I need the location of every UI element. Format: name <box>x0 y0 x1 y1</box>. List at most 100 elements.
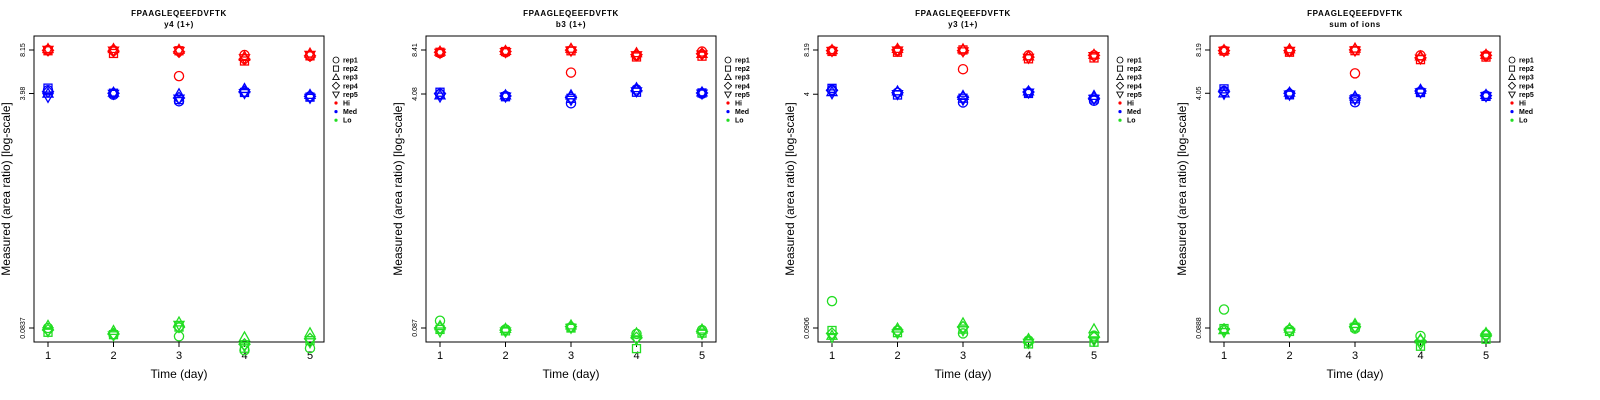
data-point-lo-rep5 <box>433 327 447 339</box>
x-axis-label: Time (day) <box>151 367 208 381</box>
legend-shape-rep4 <box>723 81 733 90</box>
data-point-med-rep5 <box>956 95 970 107</box>
legend-label: rep4 <box>343 83 358 90</box>
data-point-med-rep5 <box>1479 92 1493 103</box>
legend-shape-rep2 <box>332 65 340 72</box>
x-tick-label: 3 <box>176 350 182 362</box>
x-tick-label: 5 <box>307 350 313 362</box>
data-point-hi-rep5 <box>238 54 251 65</box>
legend-item-rep5: rep5 <box>332 91 358 99</box>
legend-item-rep4: rep4 <box>331 81 358 90</box>
panel-title: FPAAGLEQEEFDVFTK <box>1307 9 1403 18</box>
x-tick-label: 2 <box>1286 350 1292 362</box>
plot-frame <box>1209 35 1501 343</box>
data-point-hi-rep5 <box>1087 52 1101 63</box>
data-point-med-rep4 <box>825 84 839 97</box>
data-point-lo-rep4 <box>956 320 970 334</box>
legend-shape-rep3 <box>724 72 732 80</box>
legend-item-med: Med <box>1510 109 1533 116</box>
data-point-lo-rep3 <box>238 330 251 342</box>
x-tick-label: 2 <box>110 350 116 362</box>
legend-item-rep3: rep3 <box>1116 72 1142 82</box>
legend-label: rep2 <box>343 66 358 73</box>
legend-dot <box>334 110 338 114</box>
x-tick-label: 5 <box>1091 350 1097 362</box>
legend-label: Med <box>735 109 749 116</box>
data-point-med-rep5 <box>1217 89 1231 101</box>
panel-3: FPAAGLEQEEFDVFTK y3 (1+) 0.0906 4 8.19 1 2 3 4 5 T… <box>783 9 1142 381</box>
data-point-lo-rep4 <box>433 321 447 335</box>
data-point-lo-rep5 <box>1217 327 1231 339</box>
data-point-hi-rep3 <box>433 45 447 56</box>
data-point-med-rep4 <box>564 91 578 104</box>
data-point-lo-rep4 <box>303 332 317 346</box>
legend-dot <box>334 118 338 122</box>
plot-frame <box>817 35 1109 343</box>
data-point-lo-rep1 <box>826 295 838 307</box>
data-point-hi-rep1 <box>565 67 577 78</box>
x-tick-label: 4 <box>1025 350 1031 362</box>
legend-shape-rep4 <box>1115 81 1125 90</box>
data-point-lo-rep5 <box>956 326 970 338</box>
data-point-hi-rep3 <box>891 42 904 54</box>
legend-item-lo: Lo <box>334 118 352 125</box>
data-point-hi-rep1 <box>173 70 185 82</box>
data-point-lo-rep5 <box>499 327 512 339</box>
legend-marker <box>332 65 340 72</box>
data-point-hi-rep5 <box>107 46 120 58</box>
legend-marker <box>1116 56 1124 64</box>
data-point-lo-rep4 <box>1414 334 1427 348</box>
legend-marker <box>1508 65 1516 72</box>
legend-label: Med <box>343 109 357 116</box>
data-point-med-rep3 <box>107 85 120 97</box>
y-axis-label: Measured (area ratio) [log-scale] <box>391 102 405 275</box>
legend-item-rep2: rep2 <box>724 65 750 73</box>
legend-label: rep1 <box>735 58 750 65</box>
x-tick-label: 5 <box>1483 350 1489 362</box>
data-point-hi-rep5 <box>1414 54 1427 66</box>
y-tick-label: 4.05 <box>1196 86 1203 100</box>
legend-item-rep4: rep4 <box>1115 81 1142 90</box>
x-tick-label: 4 <box>1417 350 1423 362</box>
legend-item-rep1: rep1 <box>1116 56 1142 65</box>
legend-label: rep3 <box>735 75 750 82</box>
y-axis-label: Measured (area ratio) [log-scale] <box>0 102 13 275</box>
legend-dot <box>1510 118 1514 122</box>
data-point-hi-rep3 <box>499 44 512 56</box>
data-point-hi-rep5 <box>1348 46 1362 58</box>
legend-shape-rep1 <box>1508 56 1516 64</box>
legend-item-rep3: rep3 <box>332 72 358 82</box>
legend-label: Hi <box>735 101 742 108</box>
data-point-lo-rep5 <box>695 329 709 341</box>
data-point-med-rep3 <box>695 85 709 97</box>
data-point-hi-rep5 <box>172 46 186 58</box>
data-point-lo-rep5 <box>238 341 251 353</box>
data-point-med-rep5 <box>238 88 251 100</box>
data-point-med-rep4 <box>433 87 447 101</box>
legend-label: Lo <box>735 118 744 125</box>
legend-label: rep3 <box>1127 75 1142 82</box>
data-point-hi-rep5 <box>1283 46 1296 58</box>
legend-label: rep5 <box>1127 92 1142 99</box>
panel-title: FPAAGLEQEEFDVFTK <box>915 9 1011 18</box>
y-tick-label: 4 <box>804 92 811 96</box>
data-point-hi-rep3 <box>1479 48 1493 59</box>
data-point-hi-rep3 <box>1022 49 1035 61</box>
data-point-lo-rep4 <box>172 320 186 334</box>
data-point-lo-rep5 <box>107 331 120 342</box>
legend-item-med: Med <box>334 109 357 116</box>
legend-label: rep3 <box>1519 75 1534 82</box>
data-point-med-rep5 <box>172 94 186 106</box>
y-tick-label: 0.0837 <box>20 317 27 339</box>
x-tick-label: 2 <box>894 350 900 362</box>
data-point-med-rep5 <box>1087 94 1101 106</box>
data-point-med-rep5 <box>41 92 55 104</box>
legend-marker <box>332 56 340 64</box>
legend-item-rep5: rep5 <box>1116 91 1142 99</box>
legend-marker <box>1116 91 1124 99</box>
legend-dot <box>1118 101 1122 105</box>
legend-item-rep2: rep2 <box>1508 65 1534 73</box>
y-tick-label: 0.0906 <box>804 317 811 339</box>
panel-subtitle: sum of ions <box>1329 20 1381 29</box>
data-point-lo-rep5 <box>172 320 186 332</box>
